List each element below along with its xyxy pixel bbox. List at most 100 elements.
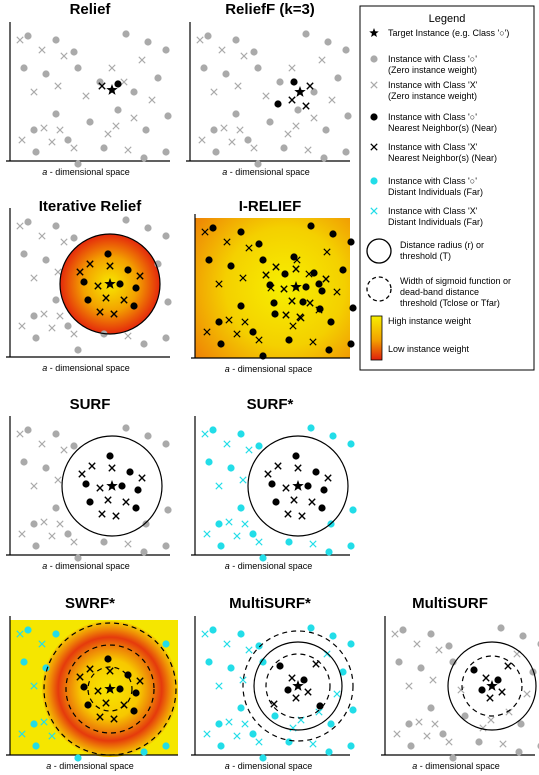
far-circle-instance <box>130 88 138 96</box>
x-stroke <box>240 52 248 60</box>
axis-label: a - dimensional space <box>46 761 134 771</box>
far-x-instance <box>234 82 242 90</box>
x-stroke <box>48 532 56 540</box>
x-stroke <box>479 724 487 732</box>
legend-item-line: dead-band distance <box>400 287 479 297</box>
x-stroke <box>98 510 106 518</box>
x-stroke <box>241 318 249 326</box>
legend-item-label: Distance radius (r) or threshold (T) <box>400 240 484 261</box>
far-circle-instance <box>215 720 223 728</box>
near-x-instance <box>284 510 292 518</box>
x-stroke <box>233 732 241 740</box>
x-stroke <box>324 474 332 482</box>
far-circle-instance <box>142 520 150 528</box>
legend-item-line: Nearest Neighbor(s) (Near) <box>388 123 497 133</box>
far-x-instance <box>233 532 241 540</box>
legend-item-line: threshold (Tclose or Tfar) <box>400 298 500 308</box>
far-circle-instance <box>449 754 457 762</box>
x-stroke <box>106 262 114 270</box>
x-stroke <box>445 738 453 746</box>
x-stroke <box>370 207 378 215</box>
x-stroke <box>415 718 423 726</box>
x-stroke <box>96 308 104 316</box>
x-stroke <box>112 122 120 130</box>
x-stroke <box>245 646 253 654</box>
x-stroke <box>76 673 84 681</box>
target-star <box>290 281 302 292</box>
near-circle-instance <box>316 305 324 313</box>
near-x-instance <box>294 464 302 472</box>
near-circle-instance <box>268 480 276 488</box>
panel-5: SURF* a - dimensional space <box>191 396 357 571</box>
far-circle-instance <box>347 640 355 648</box>
x-stroke <box>203 328 211 336</box>
panel-7: MultiSURF* a - dimensional space <box>191 595 357 771</box>
far-circle-instance <box>74 754 82 762</box>
axis-label-rest: - dimensional space <box>227 167 310 177</box>
panel-title: SURF* <box>247 396 294 413</box>
near-circle-instance <box>304 482 312 490</box>
x-stroke <box>309 338 317 346</box>
x-stroke <box>288 297 296 305</box>
far-circle-instance <box>307 424 315 432</box>
near-x-instance <box>110 310 118 318</box>
x-stroke <box>86 665 94 673</box>
target-star <box>104 683 116 694</box>
far-x-instance <box>233 330 241 338</box>
near-x-instance <box>102 699 110 707</box>
near-x-instance <box>288 297 296 305</box>
near-x-instance <box>482 674 490 682</box>
near-circle-instance <box>318 287 326 295</box>
far-x-instance <box>487 716 495 724</box>
panel-title: I-RELIEF <box>239 198 302 215</box>
legend-item-line: Distant Individuals (Far) <box>388 217 483 227</box>
far-circle-instance <box>122 216 130 224</box>
far-x-instance <box>203 530 211 538</box>
distance-radius-ring <box>447 641 537 731</box>
far-circle-instance <box>42 70 50 78</box>
x-stroke <box>56 520 64 528</box>
far-circle-instance <box>24 32 32 40</box>
far-x-instance <box>201 430 209 438</box>
legend-item-line: High instance weight <box>388 316 472 326</box>
near-x-instance <box>96 308 104 316</box>
x-stroke <box>40 310 48 318</box>
far-x-instance <box>523 690 531 698</box>
far-circle-instance <box>70 48 78 56</box>
x-stroke <box>241 520 249 528</box>
x-stroke <box>201 630 209 638</box>
x-stroke <box>48 324 56 332</box>
x-stroke <box>110 715 118 723</box>
far-x-instance <box>82 92 90 100</box>
x-stroke <box>239 274 247 282</box>
legend: Legend Target Instance (e.g. Class '○') In… <box>359 5 535 371</box>
x-stroke <box>255 538 263 546</box>
far-x-instance <box>292 122 300 130</box>
far-x-instance <box>38 640 46 648</box>
near-x-instance <box>86 665 94 673</box>
near-circle-instance <box>104 250 112 258</box>
near-circle-instance <box>130 707 138 715</box>
far-x-instance <box>40 518 48 526</box>
far-circle-instance <box>210 126 218 134</box>
far-x-instance <box>30 682 38 690</box>
near-circle-instance <box>470 666 478 674</box>
far-circle-instance <box>162 148 170 156</box>
far-circle-instance <box>271 310 279 318</box>
near-x-instance <box>306 299 314 307</box>
far-circle-instance <box>515 748 523 756</box>
far-x-instance <box>215 482 223 490</box>
far-x-instance <box>56 126 64 134</box>
far-circle-instance <box>74 160 82 168</box>
near-circle-instance <box>316 702 324 710</box>
far-x-instance <box>18 730 26 738</box>
far-circle-instance <box>164 506 172 514</box>
far-x-instance <box>228 138 236 146</box>
x-stroke <box>482 674 490 682</box>
far-x-instance <box>315 708 323 716</box>
far-x-instance <box>289 322 297 330</box>
near-x-instance <box>504 662 512 670</box>
far-circle-instance <box>307 624 315 632</box>
axis-label: a - dimensional space <box>225 364 313 374</box>
x-stroke <box>234 82 242 90</box>
